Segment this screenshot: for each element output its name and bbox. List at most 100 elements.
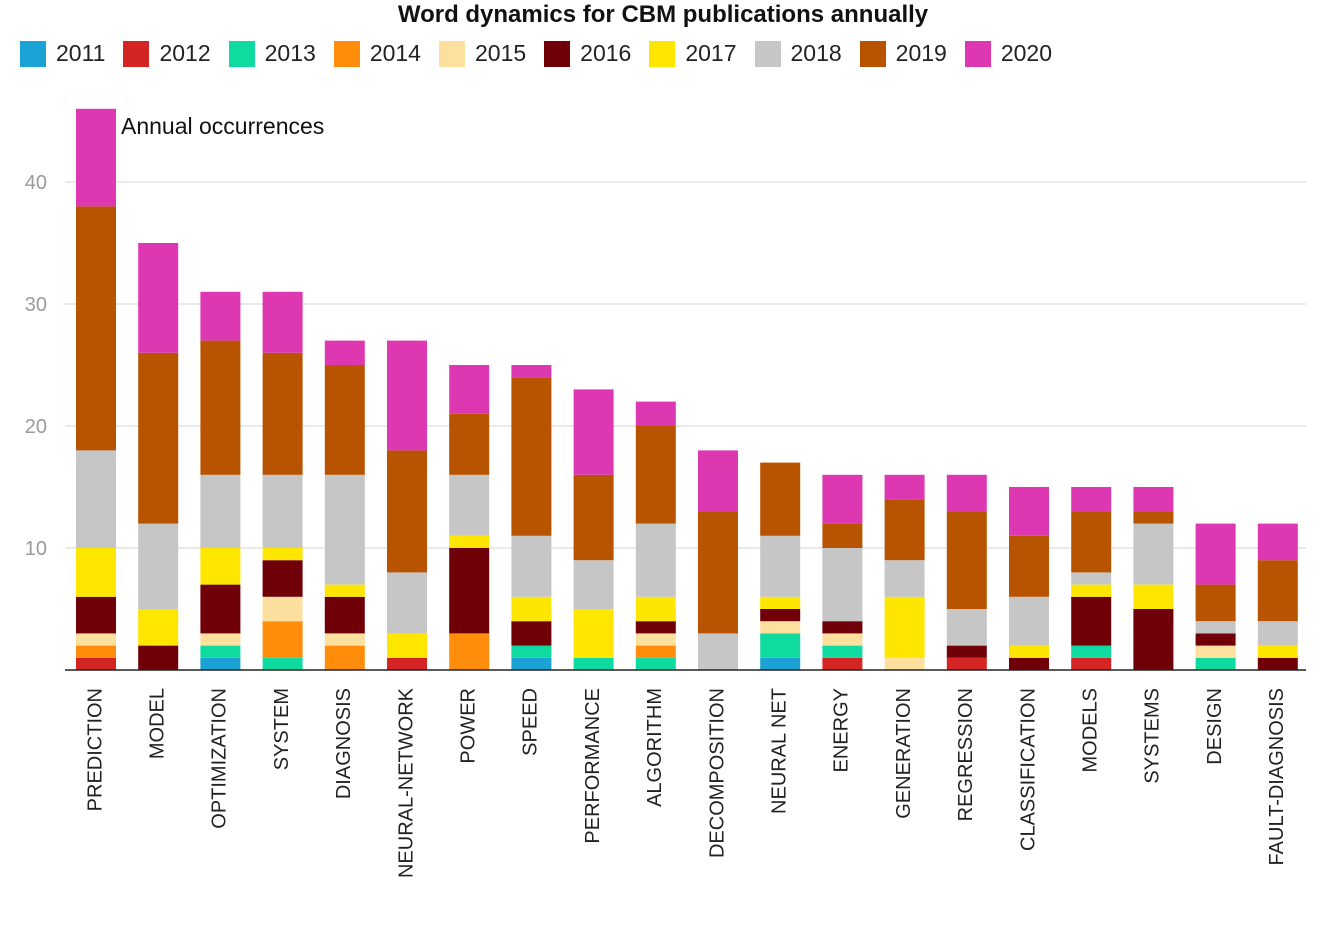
bar-segment-energy-2020[interactable]	[822, 474, 863, 524]
bar-segment-performance-2013[interactable]	[573, 657, 614, 670]
bar-segment-energy-2019[interactable]	[822, 523, 863, 548]
bar-segment-diagnosis-2015[interactable]	[324, 633, 365, 646]
bar-segment-system-2020[interactable]	[262, 291, 303, 353]
bar-segment-regression-2016[interactable]	[946, 645, 987, 658]
bar-segment-algorithm-2014[interactable]	[635, 645, 676, 658]
legend-item-2015[interactable]: 2015	[438, 40, 526, 67]
bar-segment-system-2017[interactable]	[262, 548, 303, 561]
bar-segment-generation-2015[interactable]	[884, 657, 925, 670]
legend-item-2012[interactable]: 2012	[123, 40, 211, 67]
bar-segment-classification-2016[interactable]	[1009, 657, 1049, 670]
bar-segment-energy-2015[interactable]	[822, 633, 863, 646]
bar-segment-prediction-2017[interactable]	[76, 548, 116, 597]
legend-item-2018[interactable]: 2018	[754, 40, 842, 67]
bar-segment-algorithm-2019[interactable]	[635, 426, 676, 524]
bar-segment-neural-network-2020[interactable]	[387, 340, 427, 451]
bar-segment-power-2018[interactable]	[449, 474, 490, 536]
bar-segment-neural-network-2012[interactable]	[387, 657, 427, 670]
bar-segment-power-2016[interactable]	[449, 548, 490, 634]
bar-segment-optimization-2018[interactable]	[200, 474, 241, 548]
bar-segment-systems-2019[interactable]	[1133, 511, 1174, 524]
bar-segment-power-2017[interactable]	[449, 535, 490, 548]
bar-segment-diagnosis-2014[interactable]	[324, 645, 365, 670]
bar-segment-decomposition-2019[interactable]	[698, 511, 738, 634]
bar-segment-speed-2019[interactable]	[511, 377, 552, 536]
bar-segment-performance-2018[interactable]	[573, 560, 614, 609]
bar-segment-models-2019[interactable]	[1071, 511, 1112, 573]
bar-segment-prediction-2020[interactable]	[76, 108, 116, 207]
bar-segment-algorithm-2017[interactable]	[635, 596, 676, 622]
bar-segment-neural-network-2017[interactable]	[387, 633, 427, 658]
bar-segment-diagnosis-2018[interactable]	[324, 474, 365, 585]
bar-segment-power-2019[interactable]	[449, 413, 490, 475]
bar-segment-algorithm-2018[interactable]	[635, 523, 676, 597]
bar-segment-regression-2020[interactable]	[946, 474, 987, 512]
bar-segment-design-2018[interactable]	[1195, 621, 1236, 634]
bar-segment-algorithm-2016[interactable]	[635, 621, 676, 634]
bar-segment-optimization-2013[interactable]	[200, 645, 241, 658]
bar-segment-generation-2019[interactable]	[884, 499, 925, 561]
legend-item-2014[interactable]: 2014	[333, 40, 421, 67]
bar-segment-speed-2013[interactable]	[511, 645, 552, 658]
bar-segment-speed-2017[interactable]	[511, 596, 552, 622]
bar-segment-prediction-2014[interactable]	[76, 645, 116, 658]
bar-segment-fault-diagnosis-2018[interactable]	[1257, 621, 1298, 646]
bar-segment-neural-net-2019[interactable]	[760, 462, 801, 536]
bar-segment-optimization-2011[interactable]	[200, 657, 241, 670]
bar-segment-prediction-2016[interactable]	[76, 596, 116, 634]
bar-segment-performance-2020[interactable]	[573, 389, 614, 475]
bar-segment-optimization-2020[interactable]	[200, 291, 241, 341]
bar-segment-regression-2018[interactable]	[946, 609, 987, 646]
bar-segment-neural-net-2015[interactable]	[760, 621, 801, 634]
bar-segment-design-2019[interactable]	[1195, 584, 1236, 622]
bar-segment-model-2017[interactable]	[138, 609, 179, 646]
bar-segment-design-2016[interactable]	[1195, 633, 1236, 646]
bar-segment-diagnosis-2017[interactable]	[324, 584, 365, 597]
legend-item-2016[interactable]: 2016	[544, 40, 631, 67]
bar-segment-classification-2018[interactable]	[1009, 596, 1049, 646]
bar-segment-speed-2016[interactable]	[511, 621, 552, 646]
legend-item-2011[interactable]: 2011	[20, 40, 105, 67]
bar-segment-speed-2020[interactable]	[511, 365, 552, 378]
bar-segment-generation-2020[interactable]	[884, 474, 925, 500]
bar-segment-neural-net-2013[interactable]	[760, 633, 801, 658]
bar-segment-design-2013[interactable]	[1195, 657, 1236, 670]
bar-segment-classification-2019[interactable]	[1009, 535, 1049, 597]
bar-segment-neural-net-2018[interactable]	[760, 535, 801, 597]
bar-segment-speed-2011[interactable]	[511, 657, 552, 670]
bar-segment-regression-2012[interactable]	[946, 657, 987, 670]
legend-item-2013[interactable]: 2013	[228, 40, 316, 67]
bar-segment-model-2020[interactable]	[138, 243, 179, 353]
bar-segment-systems-2018[interactable]	[1133, 523, 1174, 585]
bar-segment-neural-net-2011[interactable]	[760, 657, 801, 670]
bar-segment-models-2018[interactable]	[1071, 572, 1112, 585]
bar-segment-model-2018[interactable]	[138, 523, 179, 609]
bar-segment-optimization-2016[interactable]	[200, 584, 241, 634]
bar-segment-systems-2020[interactable]	[1133, 487, 1174, 512]
bar-segment-systems-2017[interactable]	[1133, 584, 1174, 609]
bar-segment-energy-2013[interactable]	[822, 645, 863, 658]
bar-segment-power-2014[interactable]	[449, 633, 490, 670]
bar-segment-system-2015[interactable]	[262, 596, 303, 622]
bar-segment-system-2018[interactable]	[262, 474, 303, 548]
bar-segment-design-2020[interactable]	[1195, 523, 1236, 585]
bar-segment-algorithm-2020[interactable]	[635, 401, 676, 426]
bar-segment-system-2016[interactable]	[262, 560, 303, 597]
bar-segment-system-2013[interactable]	[262, 657, 303, 670]
legend-item-2020[interactable]: 2020	[964, 40, 1052, 67]
bar-segment-prediction-2019[interactable]	[76, 206, 116, 451]
bar-segment-decomposition-2020[interactable]	[698, 450, 738, 512]
bar-segment-diagnosis-2016[interactable]	[324, 596, 365, 634]
bar-segment-prediction-2012[interactable]	[76, 657, 116, 670]
legend-item-2017[interactable]: 2017	[649, 40, 737, 67]
bar-segment-neural-net-2017[interactable]	[760, 596, 801, 609]
bar-segment-algorithm-2015[interactable]	[635, 633, 676, 646]
bar-segment-decomposition-2018[interactable]	[698, 633, 738, 670]
bar-segment-models-2020[interactable]	[1071, 487, 1112, 512]
bar-segment-neural-net-2016[interactable]	[760, 609, 801, 622]
legend-item-2019[interactable]: 2019	[859, 40, 947, 67]
bar-segment-neural-network-2018[interactable]	[387, 572, 427, 634]
bar-segment-power-2020[interactable]	[449, 365, 490, 414]
bar-segment-performance-2019[interactable]	[573, 474, 614, 561]
bar-segment-models-2012[interactable]	[1071, 657, 1112, 670]
